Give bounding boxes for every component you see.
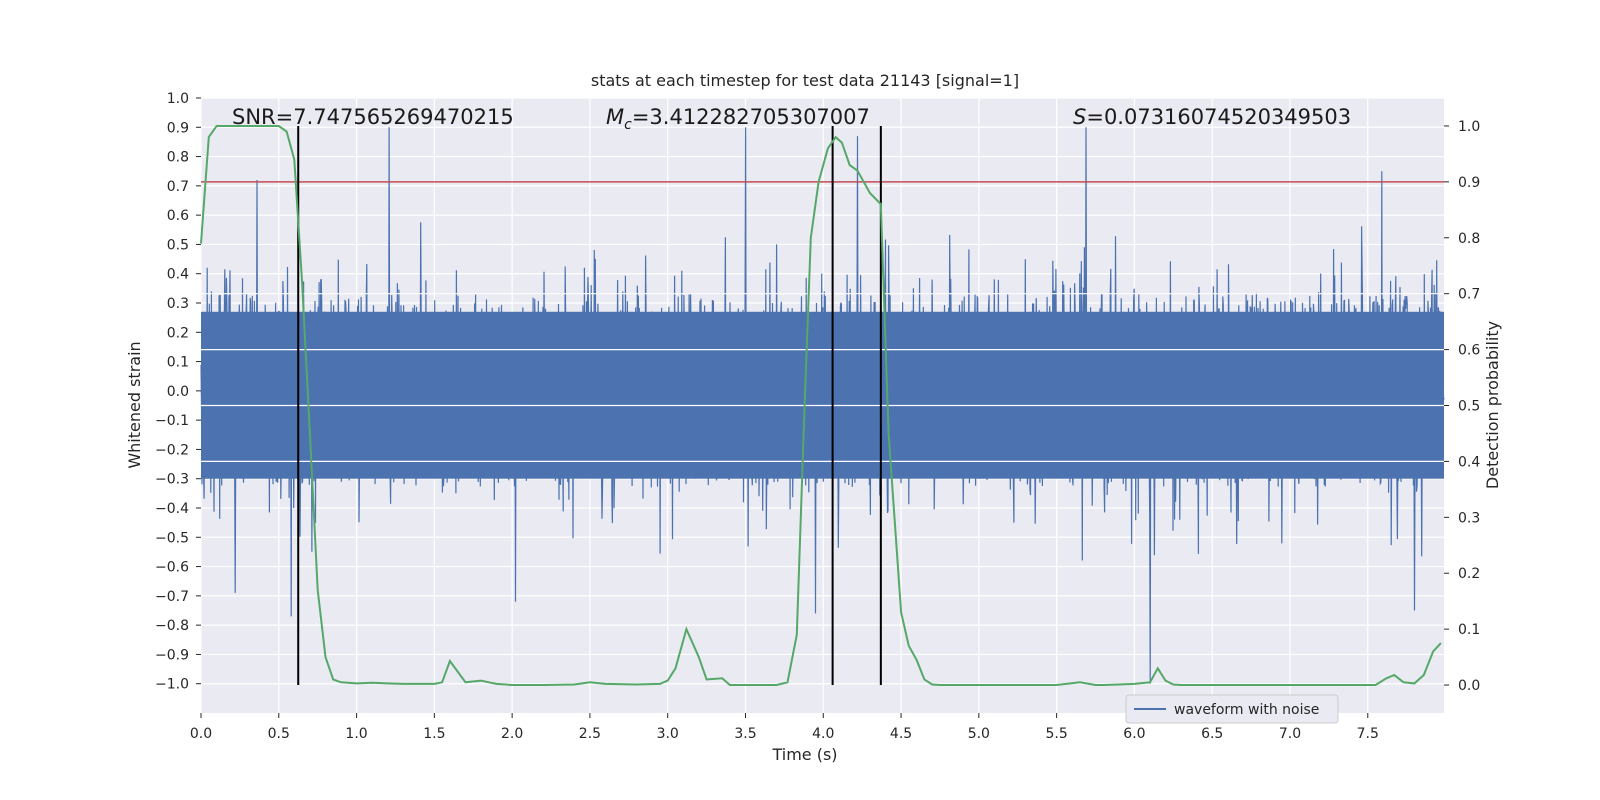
y-left-tick-label: 0.1 xyxy=(167,355,189,371)
y-left-tick-label: 0.8 xyxy=(167,150,189,166)
x-tick-label: 3.0 xyxy=(657,726,679,742)
y-right-tick-label: 0.7 xyxy=(1458,287,1480,303)
y-left-tick-label: 0.6 xyxy=(167,208,189,224)
x-tick-label: 6.0 xyxy=(1123,726,1145,742)
y-right-axis-ticks: 1.0 0.9 0.8 0.7 0.6 0.5 0.4 0.3 0.2 0.1 0.0 xyxy=(1444,119,1480,694)
y-left-tick-label: −1.0 xyxy=(155,677,189,693)
y-left-axis-title: Whitened strain xyxy=(125,341,144,468)
y-left-tick-label: 0.3 xyxy=(167,296,189,312)
y-left-tick-label: 0.9 xyxy=(167,120,189,136)
y-left-tick-label: −0.7 xyxy=(155,589,189,605)
y-left-axis-ticks: 1.0 0.9 0.8 0.7 0.6 0.5 0.4 0.3 0.2 0.1 0.0 −0.1 −0.… xyxy=(155,91,201,693)
x-axis-ticks: 0.0 0.5 1.0 1.5 2.0 2.5 3.0 3.5 4.0 4.5 5.0 5.5 6.0 6… xyxy=(190,713,1379,742)
y-right-tick-label: 0.1 xyxy=(1458,622,1480,638)
waveform-series xyxy=(200,127,1445,684)
y-left-tick-label: −0.3 xyxy=(155,472,189,488)
x-tick-label: 0.5 xyxy=(268,726,290,742)
y-left-tick-label: 0.4 xyxy=(167,267,189,283)
y-left-tick-label: 0.5 xyxy=(167,237,189,253)
y-right-tick-label: 1.0 xyxy=(1458,119,1480,135)
y-left-tick-label: 0.0 xyxy=(167,384,189,400)
chirp-mass-symbol: M xyxy=(606,105,624,129)
y-right-tick-label: 0.9 xyxy=(1458,175,1480,191)
y-left-tick-label: 0.7 xyxy=(167,179,189,195)
x-tick-label: 0.0 xyxy=(190,726,212,742)
s-annotation: S=0.07316074520349503 xyxy=(1073,105,1351,129)
legend: waveform with noise xyxy=(1125,694,1339,724)
legend-box xyxy=(1125,694,1339,724)
x-tick-label: 6.5 xyxy=(1201,726,1223,742)
snr-annotation: SNR=7.747565269470215 xyxy=(232,105,514,129)
y-right-tick-label: 0.8 xyxy=(1458,231,1480,247)
overlay xyxy=(200,125,1444,686)
x-tick-label: 1.0 xyxy=(345,726,367,742)
x-tick-label: 7.5 xyxy=(1357,726,1379,742)
chirp-mass-subscript: c xyxy=(624,117,632,133)
x-tick-label: 4.5 xyxy=(890,726,912,742)
y-left-tick-label: −0.5 xyxy=(155,530,189,546)
x-tick-label: 5.5 xyxy=(1045,726,1067,742)
chirp-mass-annotation: Mc=3.412282705307007 xyxy=(606,105,870,133)
y-left-tick-label: −0.2 xyxy=(155,442,189,458)
y-right-axis-title: Detection probability xyxy=(1483,321,1502,489)
y-left-tick-label: −0.8 xyxy=(155,618,189,634)
y-left-tick-label: −0.6 xyxy=(155,560,189,576)
y-right-tick-label: 0.6 xyxy=(1458,343,1480,359)
y-right-tick-label: 0.3 xyxy=(1458,510,1480,526)
x-tick-label: 3.5 xyxy=(734,726,756,742)
x-tick-label: 2.0 xyxy=(501,726,523,742)
x-tick-label: 7.0 xyxy=(1279,726,1301,742)
y-left-tick-label: −0.1 xyxy=(155,413,189,429)
y-right-tick-label: 0.0 xyxy=(1458,678,1480,694)
s-value: =0.07316074520349503 xyxy=(1086,105,1351,129)
y-left-tick-label: 0.2 xyxy=(167,325,189,341)
y-left-tick-label: 1.0 xyxy=(167,91,189,107)
x-axis-title: Time (s) xyxy=(771,745,837,764)
chart-title: stats at each timestep for test data 211… xyxy=(591,71,1019,90)
s-symbol: S xyxy=(1073,105,1086,129)
y-right-tick-label: 0.5 xyxy=(1458,399,1480,415)
waveform-line xyxy=(200,127,1445,684)
y-right-tick-label: 0.4 xyxy=(1458,454,1480,470)
x-tick-label: 4.0 xyxy=(812,726,834,742)
x-tick-label: 1.5 xyxy=(423,726,445,742)
x-tick-label: 5.0 xyxy=(968,726,990,742)
y-left-tick-label: −0.4 xyxy=(155,501,189,517)
chirp-mass-value: =3.412282705307007 xyxy=(632,105,870,129)
legend-label: waveform with noise xyxy=(1174,702,1319,718)
x-tick-label: 2.5 xyxy=(579,726,601,742)
y-left-tick-label: −0.9 xyxy=(155,647,189,663)
y-right-tick-label: 0.2 xyxy=(1458,566,1480,582)
probability-line xyxy=(200,125,1442,686)
